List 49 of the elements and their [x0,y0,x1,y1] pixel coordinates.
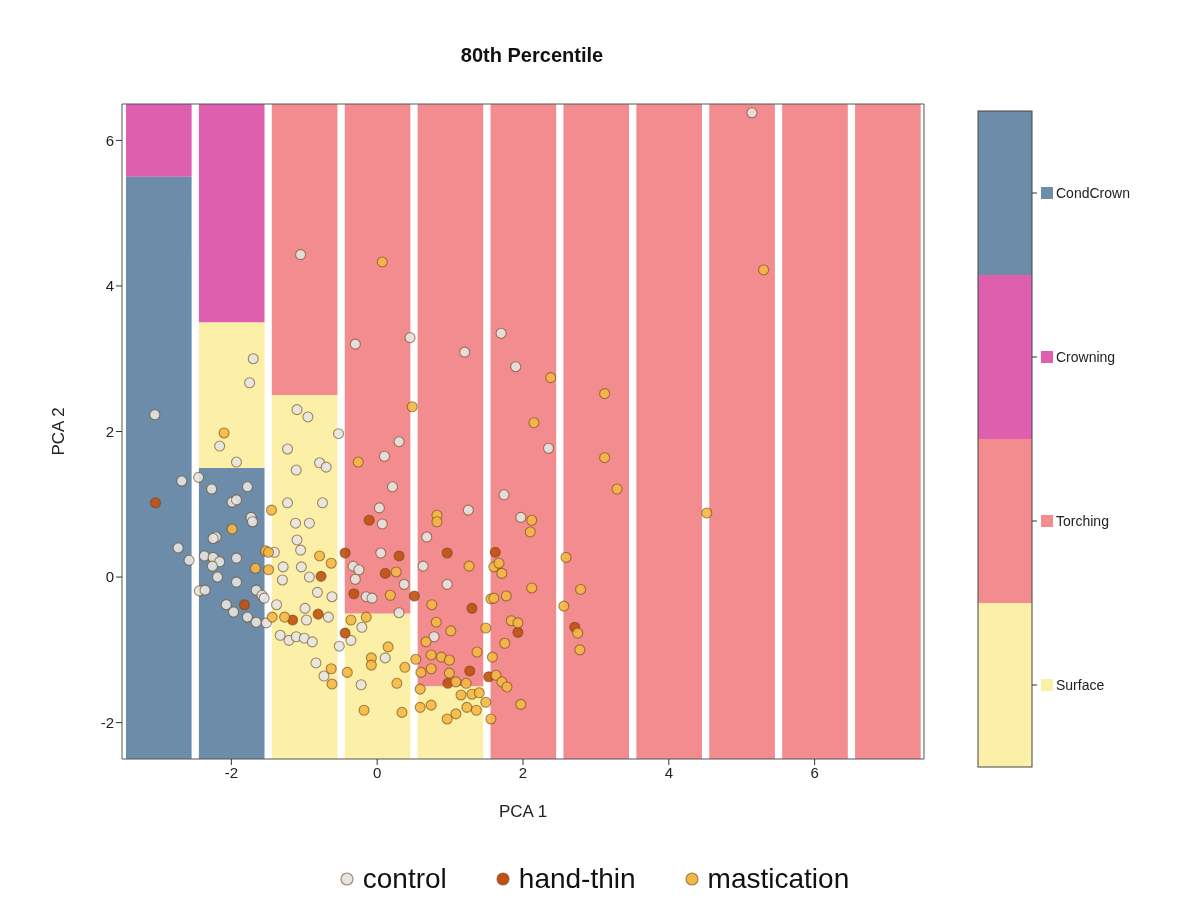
point [379,567,391,579]
y-tick-label: 2 [105,422,114,440]
point [489,546,501,558]
point [393,550,405,562]
point [408,590,420,602]
bar [271,104,338,396]
x-tick-label: 4 [664,763,673,781]
bar [198,104,265,323]
legend-label: hand-thin [518,863,636,895]
point [464,665,476,677]
point [363,514,375,526]
point [348,588,360,600]
legend-label: mastication [707,863,850,895]
x-axis-title: PCA 1 [498,802,548,821]
y-tick-label: 4 [105,277,114,295]
bar [709,104,775,759]
bar [126,176,192,759]
bar [198,322,265,468]
chart-title: 80th Percentile [459,44,605,67]
point [466,602,478,614]
point [315,570,327,582]
bar [126,104,192,177]
legend-label: Surface [1056,677,1105,693]
point [339,627,351,639]
y-tick-label: 6 [105,131,114,149]
x-tick-label: 2 [518,763,528,781]
bar [417,104,484,687]
bar [344,104,411,614]
y-tick-label: -2 [100,713,114,731]
legend-label: CondCrown [1056,185,1130,201]
x-tick-label: -2 [224,763,239,781]
point [512,626,524,638]
bar [855,104,921,759]
legend-label: control [362,863,447,895]
point [441,547,453,559]
legend-label: Torching [1056,513,1109,529]
x-tick-label: 0 [373,763,382,781]
point [339,547,351,559]
point [149,497,162,509]
bar [636,104,702,759]
bar [490,104,557,759]
point [238,599,251,611]
point [312,608,324,620]
y-tick-label: 0 [105,568,114,586]
legend-label: Crowning [1056,349,1116,365]
y-axis-title: PCA 2 [49,407,69,456]
bar [563,104,630,759]
bar [782,104,848,759]
x-tick-label: 6 [810,763,819,781]
